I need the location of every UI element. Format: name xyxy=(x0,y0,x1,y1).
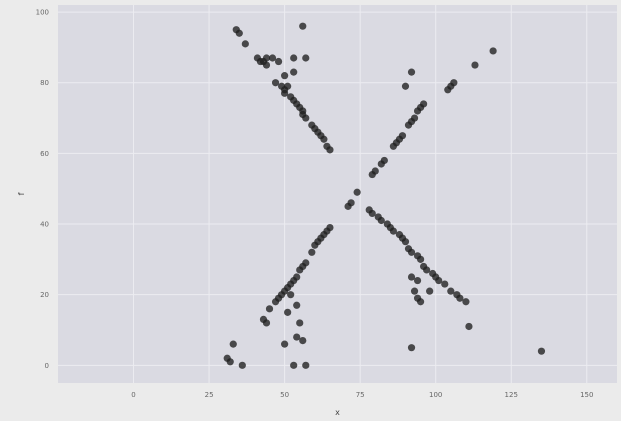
scatter-point xyxy=(302,54,310,62)
scatter-point xyxy=(293,301,301,309)
x-tick-label: 125 xyxy=(505,391,518,399)
scatter-point xyxy=(284,308,292,316)
x-tick-label: 75 xyxy=(356,391,365,399)
scatter-point xyxy=(465,322,473,331)
scatter-point xyxy=(281,72,289,80)
scatter-point xyxy=(462,298,470,306)
scatter-point xyxy=(238,361,246,369)
scatter-point xyxy=(420,100,428,108)
x-tick-label: 0 xyxy=(131,391,135,399)
scatter-point xyxy=(407,248,416,256)
y-tick-labels: 0 20 40 60 80 100 xyxy=(36,9,49,370)
scatter-point xyxy=(326,223,334,232)
plot-panel xyxy=(58,5,617,383)
scatter-point xyxy=(353,188,361,196)
scatter-point xyxy=(241,40,249,48)
scatter-point xyxy=(226,358,234,366)
scatter-point xyxy=(441,280,449,288)
scatter-point xyxy=(407,273,416,281)
scatter-point xyxy=(287,291,295,299)
scatter-point xyxy=(389,227,397,235)
scatter-point xyxy=(281,89,289,97)
scatter-point xyxy=(407,68,416,76)
scatter-point xyxy=(450,79,458,87)
scatter-point xyxy=(265,305,274,313)
scatter-point xyxy=(293,333,301,341)
y-tick-label: 40 xyxy=(40,221,49,229)
scatter-point xyxy=(262,319,271,327)
scatter-point xyxy=(308,248,316,256)
y-tick-label: 20 xyxy=(40,291,49,299)
scatter-point xyxy=(407,344,416,352)
scatter-point xyxy=(371,167,379,175)
scatter-point xyxy=(235,29,243,37)
scatter-point xyxy=(268,54,277,62)
scatter-point xyxy=(423,266,431,274)
data-points xyxy=(223,22,546,369)
scatter-point xyxy=(401,238,410,246)
scatter-point xyxy=(229,340,237,348)
scatter-point xyxy=(281,340,289,348)
scatter-point xyxy=(401,82,410,90)
scatter-point xyxy=(299,337,307,345)
scatter-point xyxy=(435,276,443,285)
scatter-point xyxy=(368,209,376,218)
scatter-point xyxy=(377,216,385,225)
x-axis-label: x xyxy=(335,408,340,417)
x-tick-label: 50 xyxy=(280,391,289,399)
scatter-point xyxy=(290,54,298,62)
scatter-point xyxy=(302,114,310,122)
scatter-point xyxy=(416,255,425,263)
scatter-point xyxy=(262,61,271,69)
scatter-point xyxy=(426,287,434,295)
y-tick-label: 80 xyxy=(40,79,49,87)
scatter-point xyxy=(326,146,334,154)
scatter-point xyxy=(290,361,298,369)
y-tick-label: 60 xyxy=(40,150,49,158)
grid-lines xyxy=(58,5,617,383)
scatter-point xyxy=(347,199,355,207)
scatter-point xyxy=(262,54,271,62)
scatter-point xyxy=(447,287,455,295)
x-tick-label: 100 xyxy=(429,391,442,399)
scatter-point xyxy=(410,287,419,295)
scatter-point xyxy=(416,298,425,306)
scatter-point xyxy=(284,82,292,90)
y-tick-label: 0 xyxy=(45,362,49,370)
scatter-point xyxy=(413,276,422,285)
scatter-point xyxy=(274,57,283,66)
scatter-point xyxy=(456,294,464,302)
y-tick-label: 100 xyxy=(36,9,49,17)
scatter-point xyxy=(489,47,497,55)
scatter-point xyxy=(410,114,419,122)
scatter-point xyxy=(293,273,301,281)
scatter-point xyxy=(299,22,307,30)
scatter-point xyxy=(471,61,479,69)
scatter-point xyxy=(302,361,310,369)
x-tick-label: 150 xyxy=(580,391,593,399)
scatter-point xyxy=(398,132,407,140)
scatter-point xyxy=(296,319,304,327)
scatter-point xyxy=(380,156,388,165)
scatter-point xyxy=(271,79,280,87)
x-tick-label: 25 xyxy=(205,391,214,399)
x-tick-labels: 0 25 50 75 100 125 150 xyxy=(131,391,593,399)
scatter-point xyxy=(320,135,328,143)
scatter-point xyxy=(537,347,546,355)
scatter-point xyxy=(302,259,310,267)
y-axis-label: f xyxy=(17,192,26,195)
scatter-point xyxy=(290,68,298,76)
